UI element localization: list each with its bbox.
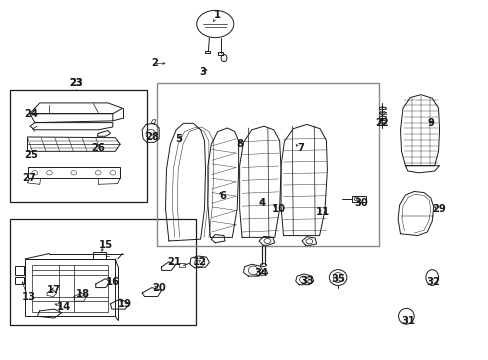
Bar xyxy=(378,107,385,109)
Bar xyxy=(27,167,120,178)
Bar xyxy=(32,265,108,312)
Bar xyxy=(15,277,24,284)
Text: 26: 26 xyxy=(91,143,105,153)
Text: 29: 29 xyxy=(432,204,446,214)
Bar xyxy=(15,266,24,275)
Text: 7: 7 xyxy=(297,143,304,153)
Text: 3: 3 xyxy=(199,67,206,77)
Text: 31: 31 xyxy=(400,316,414,325)
Text: 35: 35 xyxy=(330,274,345,284)
Text: 8: 8 xyxy=(236,139,243,149)
Bar xyxy=(351,196,366,202)
Text: 2: 2 xyxy=(150,58,158,68)
Bar xyxy=(25,259,115,316)
Text: 19: 19 xyxy=(118,299,132,309)
Text: 23: 23 xyxy=(69,78,83,88)
Text: 5: 5 xyxy=(175,134,182,144)
Bar xyxy=(10,220,195,325)
Text: 25: 25 xyxy=(24,150,38,160)
Text: 17: 17 xyxy=(46,285,60,295)
Bar xyxy=(178,263,184,267)
Text: 16: 16 xyxy=(105,277,120,287)
Bar xyxy=(378,112,385,114)
Text: 13: 13 xyxy=(22,292,36,302)
Text: 9: 9 xyxy=(427,118,433,128)
Text: 30: 30 xyxy=(354,198,367,208)
Text: 21: 21 xyxy=(166,257,181,267)
Bar xyxy=(378,116,385,118)
Text: 34: 34 xyxy=(254,267,268,278)
Text: 12: 12 xyxy=(192,257,206,267)
Text: 33: 33 xyxy=(300,276,313,286)
Text: 6: 6 xyxy=(219,191,225,201)
Bar xyxy=(93,252,105,259)
Text: 10: 10 xyxy=(271,204,285,214)
Text: 14: 14 xyxy=(57,302,71,312)
Bar xyxy=(378,121,385,123)
Text: 32: 32 xyxy=(426,277,439,287)
Text: 27: 27 xyxy=(22,173,36,183)
Text: 18: 18 xyxy=(76,289,89,299)
Text: 1: 1 xyxy=(214,10,221,20)
Text: 4: 4 xyxy=(258,198,264,208)
Text: 23: 23 xyxy=(69,78,83,88)
Text: 11: 11 xyxy=(315,207,329,217)
Bar xyxy=(218,52,223,55)
Bar xyxy=(205,50,210,53)
Text: 15: 15 xyxy=(98,239,112,249)
Text: 22: 22 xyxy=(374,118,388,128)
Text: 20: 20 xyxy=(152,283,166,293)
Text: 24: 24 xyxy=(24,109,38,119)
Text: 28: 28 xyxy=(144,132,159,142)
Bar xyxy=(10,90,147,202)
